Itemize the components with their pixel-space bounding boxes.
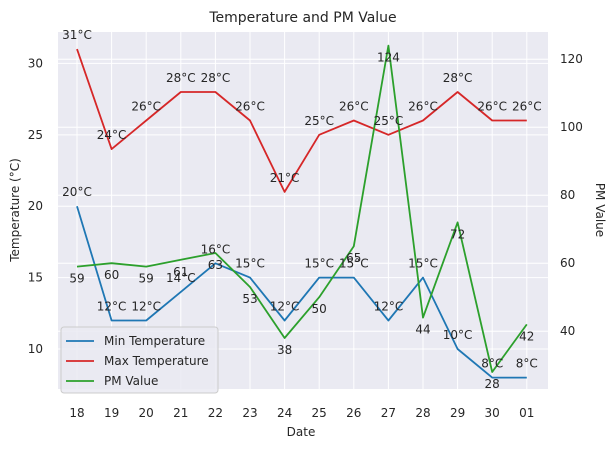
data-label-pm-value: 50 xyxy=(312,302,327,316)
x-tick-label: 30 xyxy=(485,406,500,420)
data-label-min-temperature: 16°C xyxy=(201,242,231,256)
data-label-max-temperature: 31°C xyxy=(62,28,92,42)
x-tick-label: 29 xyxy=(450,406,465,420)
data-label-pm-value: 28 xyxy=(485,377,500,391)
chart-title: Temperature and PM Value xyxy=(208,10,396,26)
data-label-max-temperature: 25°C xyxy=(304,114,334,128)
data-label-pm-value: 38 xyxy=(277,343,292,357)
y-tick-label-left: 30 xyxy=(28,56,43,70)
data-label-max-temperature: 26°C xyxy=(235,100,265,114)
x-tick-label: 21 xyxy=(173,406,188,420)
x-tick-label: 20 xyxy=(139,406,154,420)
data-label-min-temperature: 12°C xyxy=(374,299,404,313)
data-label-max-temperature: 28°C xyxy=(166,71,196,85)
data-label-max-temperature: 26°C xyxy=(512,100,542,114)
data-label-max-temperature: 26°C xyxy=(339,100,369,114)
y-tick-label-left: 25 xyxy=(28,128,43,142)
x-tick-label: 24 xyxy=(277,406,292,420)
data-label-max-temperature: 28°C xyxy=(443,71,473,85)
data-label-min-temperature: 15°C xyxy=(235,257,265,271)
legend: Min Temperature Max Temperature PM Value xyxy=(60,326,219,394)
series-line-max-temperature xyxy=(76,48,527,193)
data-label-max-temperature: 26°C xyxy=(477,100,507,114)
data-label-min-temperature: 15°C xyxy=(408,257,438,271)
x-tick-label: 27 xyxy=(381,406,396,420)
data-label-min-temperature: 10°C xyxy=(443,328,473,342)
x-axis-label: Date xyxy=(287,425,316,439)
data-label-pm-value: 124 xyxy=(377,51,400,65)
data-label-min-temperature: 15°C xyxy=(304,257,334,271)
x-tick-label: 18 xyxy=(69,406,84,420)
data-label-min-temperature: 8°C xyxy=(481,357,503,371)
data-label-min-temperature: 15°C xyxy=(339,257,369,271)
data-label-max-temperature: 21°C xyxy=(270,171,300,185)
x-tick-label: 28 xyxy=(415,406,430,420)
legend-label-min-temperature: Min Temperature xyxy=(104,334,205,348)
y-tick-label-right: 120 xyxy=(560,52,583,66)
data-label-max-temperature: 28°C xyxy=(201,71,231,85)
series-line-min-temperature xyxy=(76,205,527,379)
annotations: 20°C 12°C 12°C 14°C 16°C 15°C 12°C 15°C 15°C 12°C… xyxy=(62,28,541,391)
data-label-pm-value: 60 xyxy=(104,268,119,282)
data-label-min-temperature: 12°C xyxy=(131,299,161,313)
y-tick-label-left: 15 xyxy=(28,271,43,285)
data-label-pm-value: 59 xyxy=(69,272,84,286)
x-tick-label: 25 xyxy=(312,406,327,420)
data-label-min-temperature: 14°C xyxy=(166,271,196,285)
data-label-pm-value: 59 xyxy=(139,272,154,286)
series-line-pm-value xyxy=(76,44,528,373)
y-axis-label-right: PM Value xyxy=(593,183,607,237)
y-tick-label-left: 20 xyxy=(28,199,43,213)
x-tick-label: 19 xyxy=(104,406,119,420)
data-label-min-temperature: 12°C xyxy=(97,299,127,313)
legend-box xyxy=(60,326,219,394)
grid xyxy=(58,32,548,389)
legend-label-pm-value: PM Value xyxy=(104,374,158,388)
data-label-pm-value: 72 xyxy=(450,227,465,241)
y-tick-label-left: 10 xyxy=(28,342,43,356)
y-tick-label-right: 60 xyxy=(560,256,575,270)
data-label-min-temperature: 12°C xyxy=(270,299,300,313)
y-tick-label-right: 80 xyxy=(560,188,575,202)
y-axis-label-left: Temperature (°C) xyxy=(8,158,22,263)
data-label-pm-value: 61 xyxy=(173,265,188,279)
data-label-max-temperature: 26°C xyxy=(408,100,438,114)
x-tick-label: 23 xyxy=(242,406,257,420)
x-tick-label: 22 xyxy=(208,406,223,420)
data-label-min-temperature: 8°C xyxy=(516,357,538,371)
data-label-pm-value: 44 xyxy=(415,323,430,337)
data-label-pm-value: 53 xyxy=(242,292,257,306)
data-label-min-temperature: 20°C xyxy=(62,185,92,199)
tick-labels: 18 19 20 21 22 23 24 25 26 27 28 29 30 01 10 15 20 25 30 40… xyxy=(28,52,583,420)
x-tick-label: 26 xyxy=(346,406,361,420)
y-tick-label-right: 40 xyxy=(560,324,575,338)
data-label-max-temperature: 24°C xyxy=(97,128,127,142)
y-tick-label-right: 100 xyxy=(560,120,583,134)
data-label-max-temperature: 25°C xyxy=(374,114,404,128)
data-label-pm-value: 42 xyxy=(519,329,534,343)
data-label-max-temperature: 26°C xyxy=(131,100,161,114)
data-label-pm-value: 63 xyxy=(208,258,223,272)
data-label-pm-value: 65 xyxy=(346,251,361,265)
x-tick-label: 01 xyxy=(519,406,534,420)
series-layer xyxy=(76,44,528,379)
legend-label-max-temperature: Max Temperature xyxy=(104,354,209,368)
